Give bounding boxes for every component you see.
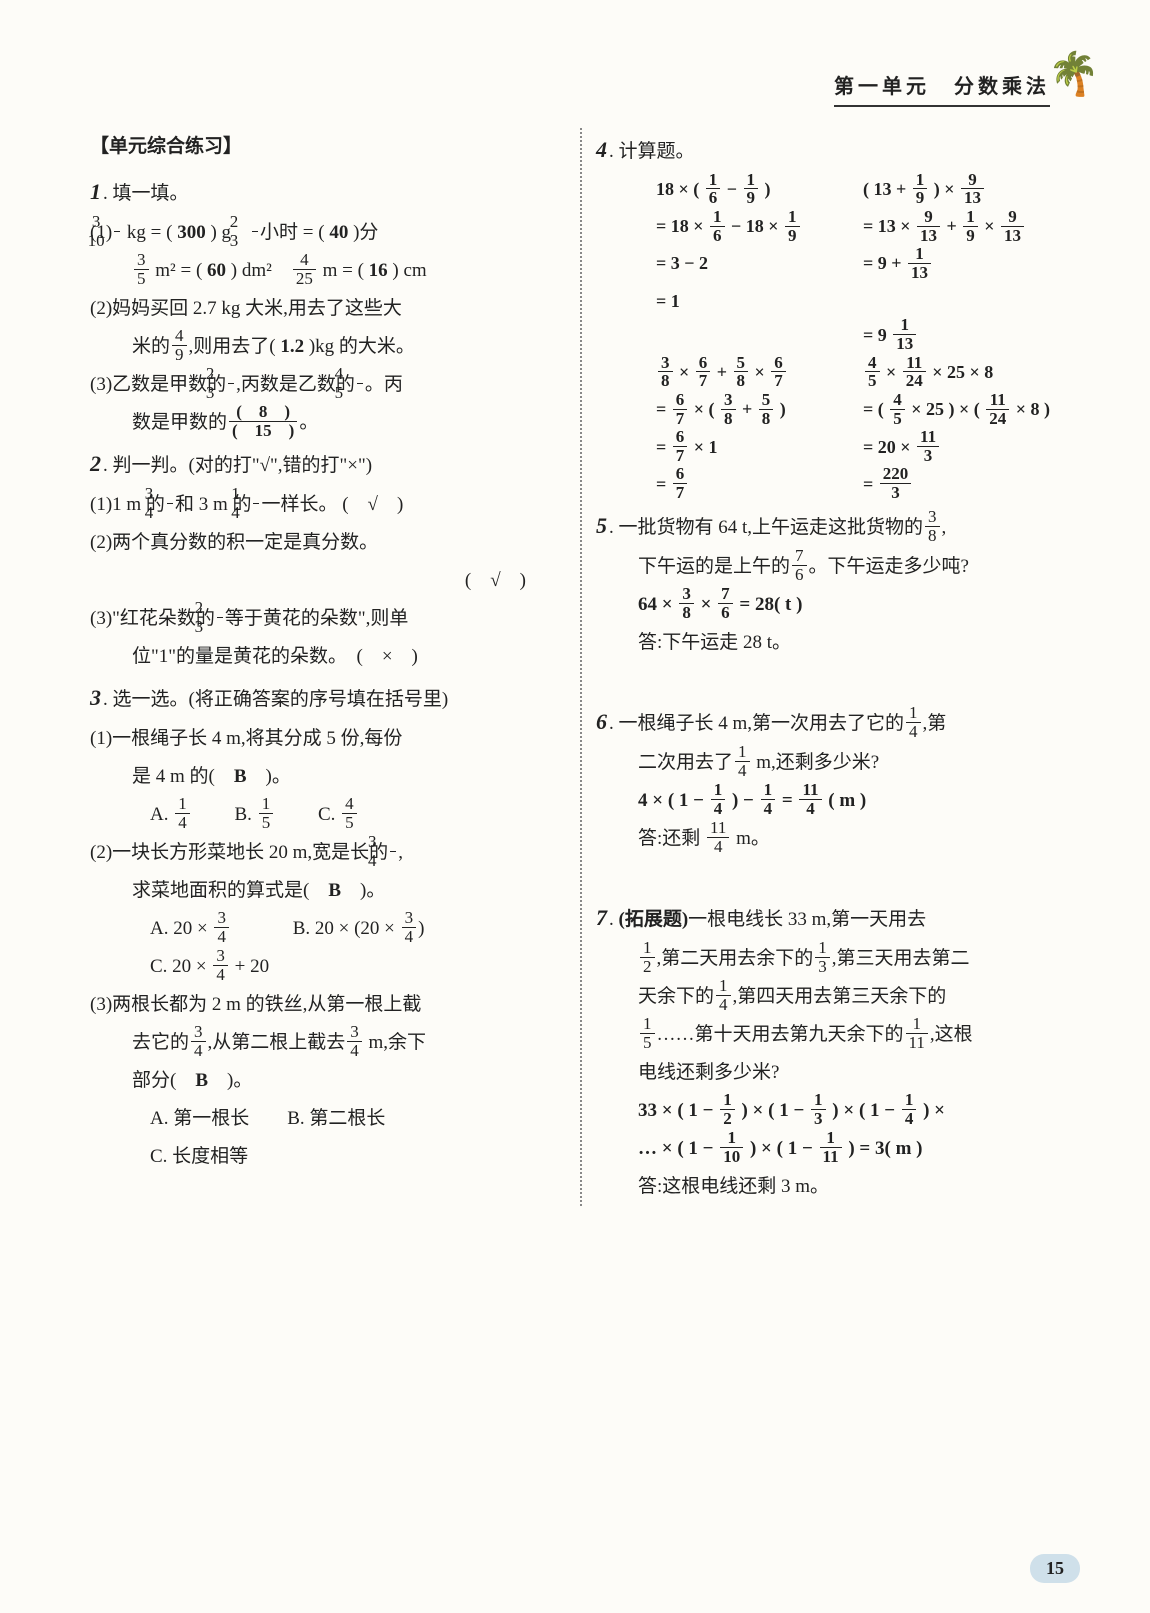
palm-icon: 🌴 bbox=[1048, 50, 1100, 99]
q3-2-opts: A. 20 × 34 B. 20 × (20 × 34) bbox=[90, 910, 566, 948]
q7-b: 12,第二天用去余下的13,第三天用去第二 bbox=[596, 940, 1070, 978]
q3-3c: 部分( B )。 bbox=[90, 1062, 566, 1100]
q3-2-optC: C. 20 × 34 + 20 bbox=[90, 948, 566, 986]
q4-work: 18 × ( 16 − 19 )( 13 + 19 ) × 913= 18 × … bbox=[596, 172, 1070, 504]
q1-1b: 35 m² = ( 60 ) dm² 425 m = ( 16 ) cm bbox=[90, 252, 566, 290]
q2: 2. 判一判。(对的打"√",错的打"×") (1)1 m 的34和 3 m 的… bbox=[90, 442, 566, 676]
q7-ans: 答:这根电线还剩 3 m。 bbox=[596, 1168, 1070, 1206]
q6-b: 二次用去了14 m,还剩多少米? bbox=[596, 744, 1070, 782]
section-title: 【单元综合练习】 bbox=[90, 128, 566, 166]
q2-3b: 位"1"的量是黄花的朵数。 ( × ) bbox=[90, 638, 566, 676]
page-header: 第一单元 分数乘法 bbox=[600, 70, 1050, 107]
q7: 7. (拓展题)一根电线长 33 m,第一天用去 12,第二天用去余下的13,第… bbox=[596, 896, 1070, 1206]
q3-2: (2)一块长方形菜地长 20 m,宽是长的34, bbox=[90, 834, 566, 872]
q1-2: (2)妈妈买回 2.7 kg 大米,用去了这些大 bbox=[90, 290, 566, 328]
q3-2b: 求菜地面积的算式是( B )。 bbox=[90, 872, 566, 910]
left-column: 【单元综合练习】 1. 填一填。 (1)310 kg = ( 300 ) g 2… bbox=[90, 128, 580, 1206]
q7-work1: 33 × ( 1 − 12 ) × ( 1 − 13 ) × ( 1 − 14 … bbox=[596, 1092, 1070, 1130]
unit-title: 第一单元 分数乘法 bbox=[834, 70, 1050, 107]
q7-e: 电线还剩多少米? bbox=[596, 1054, 1070, 1092]
page-body: 【单元综合练习】 1. 填一填。 (1)310 kg = ( 300 ) g 2… bbox=[90, 128, 1070, 1206]
q1-3b: 数是甲数的( 8 )( 15 )。 bbox=[90, 404, 566, 442]
q1-1: (1)310 kg = ( 300 ) g 23小时 = ( 40 )分 bbox=[90, 214, 566, 252]
q5-ans: 答:下午运走 28 t。 bbox=[596, 624, 1070, 662]
q3-3: (3)两根长都为 2 m 的铁丝,从第一根上截 bbox=[90, 986, 566, 1024]
q2-3: (3)"红花朵数的23等于黄花的朵数",则单 bbox=[90, 600, 566, 638]
q1: 1. 填一填。 (1)310 kg = ( 300 ) g 23小时 = ( 4… bbox=[90, 170, 566, 442]
q7-work2: … × ( 1 − 110 ) × ( 1 − 111 ) = 3( m ) bbox=[596, 1130, 1070, 1168]
q2-2: (2)两个真分数的积一定是真分数。 bbox=[90, 524, 566, 562]
q3-1b: 是 4 m 的( B )。 bbox=[90, 758, 566, 796]
q6-work: 4 × ( 1 − 14 ) − 14 = 114 ( m ) bbox=[596, 782, 1070, 820]
q6: 6. 一根绳子长 4 m,第一次用去了它的14,第 二次用去了14 m,还剩多少… bbox=[596, 700, 1070, 858]
q6-ans: 答:还剩 114 m。 bbox=[596, 820, 1070, 858]
q3-3-optC: C. 长度相等 bbox=[90, 1138, 566, 1176]
q1-2b: 米的49,则用去了( 1.2 )kg 的大米。 bbox=[90, 328, 566, 366]
page-number: 15 bbox=[1030, 1554, 1080, 1583]
q1-num: 1 bbox=[90, 179, 101, 204]
q1-3: (3)乙数是甲数的23,丙数是乙数的45。丙 bbox=[90, 366, 566, 404]
q3: 3. 选一选。(将正确答案的序号填在括号里) (1)一根绳子长 4 m,将其分成… bbox=[90, 676, 566, 1176]
q3-3b: 去它的34,从第二根上截去34 m,余下 bbox=[90, 1024, 566, 1062]
right-column: 4. 计算题。 18 × ( 16 − 19 )( 13 + 19 ) × 91… bbox=[580, 128, 1070, 1206]
q2-2b: ( √ ) bbox=[90, 562, 566, 600]
q5-b: 下午运的是上午的76。下午运走多少吨? bbox=[596, 548, 1070, 586]
q3-1-opts: A. 14 B. 15 C. 45 bbox=[90, 796, 566, 834]
q3-1: (1)一根绳子长 4 m,将其分成 5 份,每份 bbox=[90, 720, 566, 758]
q7-d: 15……第十天用去第九天余下的111,这根 bbox=[596, 1016, 1070, 1054]
q4: 4. 计算题。 18 × ( 16 − 19 )( 13 + 19 ) × 91… bbox=[596, 128, 1070, 504]
q5: 5. 一批货物有 64 t,上午运走这批货物的38, 下午运的是上午的76。下午… bbox=[596, 504, 1070, 662]
q5-work: 64 × 38 × 76 = 28( t ) bbox=[596, 586, 1070, 624]
q7-c: 天余下的14,第四天用去第三天余下的 bbox=[596, 978, 1070, 1016]
q3-3-opts: A. 第一根长 B. 第二根长 bbox=[90, 1100, 566, 1138]
q2-1: (1)1 m 的34和 3 m 的14一样长。 ( √ ) bbox=[90, 486, 566, 524]
